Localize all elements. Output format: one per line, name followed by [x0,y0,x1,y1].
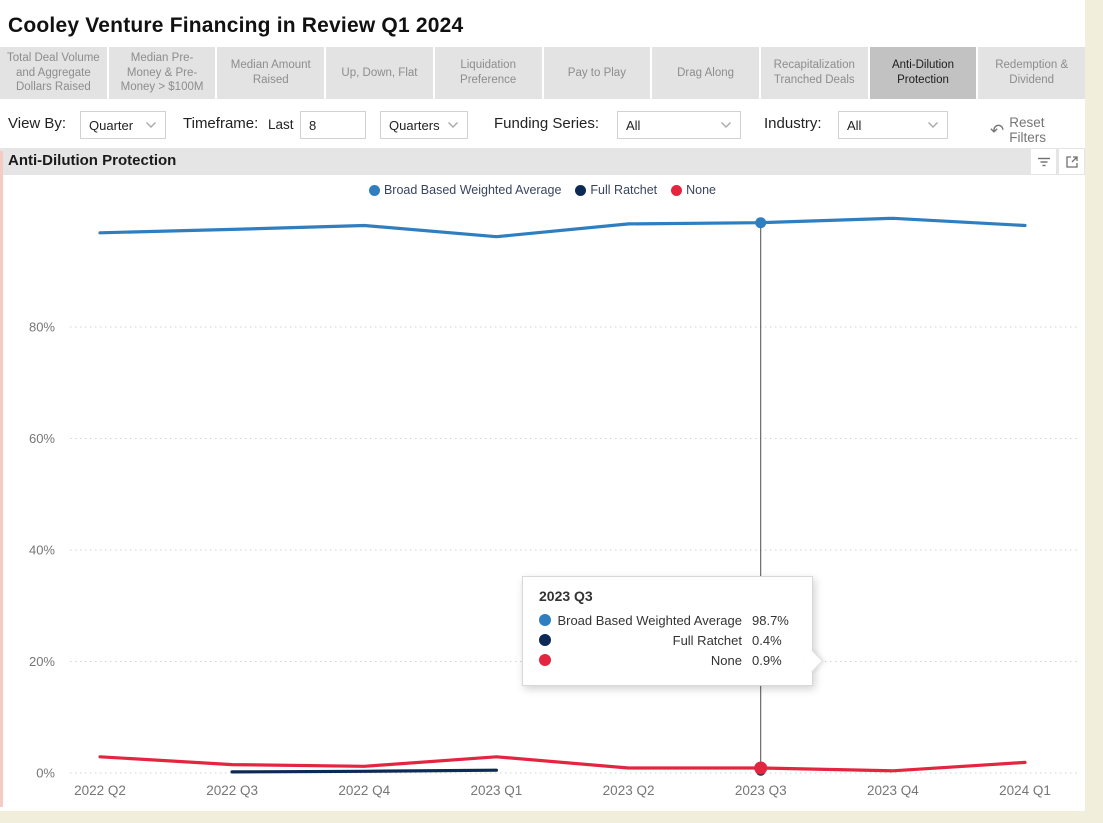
chart-legend: Broad Based Weighted Average Full Ratchet… [0,183,1085,197]
legend-dot-icon [575,184,587,196]
expand-icon-button[interactable] [1059,149,1084,174]
tab-median-amount-raised[interactable]: Median Amount Raised [217,47,325,99]
legend-label: Full Ratchet [590,183,658,197]
tooltip-series-value: 98.7% [752,612,789,628]
industry-label: Industry: [764,115,822,132]
chevron-down-icon [447,121,459,129]
tab-recapitalization-tranched-deals[interactable]: Recapitalization Tranched Deals [760,47,868,99]
tooltip-series-dot-icon [539,654,551,666]
tooltip-series-label: None [710,652,742,668]
canvas-edge-right [1085,0,1103,823]
x-axis-tick-label: 2023 Q3 [735,783,787,798]
reset-filters-button[interactable]: ↶ Reset Filters [990,115,1085,145]
tooltip-row: Full Ratchet 0.4% [539,630,796,650]
tab-total-deal-volume-and-aggregate-dollars-raised[interactable]: Total Deal Volume and Aggregate Dollars … [0,47,107,99]
undo-arrow-icon: ↶ [990,120,1005,140]
legend-item[interactable]: Broad Based Weighted Average [368,183,562,197]
chevron-down-icon [720,121,732,129]
x-axis-tick-label: 2023 Q1 [471,783,523,798]
legend-label: Broad Based Weighted Average [383,183,562,197]
chevron-down-icon [145,121,157,129]
tooltip-series-dot-icon [539,634,551,646]
series-line-full-ratchet [232,770,761,772]
funding-series-select[interactable]: All [617,111,741,139]
series-line-none [98,755,1027,773]
y-axis-tick-label: 40% [29,543,55,558]
tab-redemption-dividend[interactable]: Redemption & Dividend [978,47,1086,99]
last-label: Last [268,117,294,132]
view-by-select[interactable]: Quarter [80,111,166,139]
highlight-marker [755,217,767,229]
tooltip-series-value: 0.9% [752,652,782,668]
reset-filters-label: Reset Filters [1009,115,1046,145]
timeframe-label: Timeframe: [183,115,259,132]
funding-series-label: Funding Series: [494,115,600,132]
tab-median-pre-money-pre-money-100m[interactable]: Median Pre-Money & Pre-Money > $100M [108,47,216,99]
line-chart[interactable]: 0% 20% 40% 60% 80% 2022 Q2 2022 Q3 2022 Q4 2023 … [0,0,1085,811]
tooltip-series-dot-icon [539,614,551,626]
x-axis-tick-label: 2022 Q3 [206,783,258,798]
legend-item[interactable]: Full Ratchet [575,183,657,197]
timeframe-unit-value: Quarters [389,117,440,133]
page-title: Cooley Venture Financing in Review Q1 20… [8,14,464,37]
y-axis-tick-label: 80% [29,320,55,335]
x-axis-tick-label: 2023 Q4 [867,783,919,798]
tooltip-series-value: 0.4% [752,632,782,648]
filter-icon-button[interactable] [1031,149,1056,174]
tooltip-row: None 0.9% [539,650,796,670]
x-axis-tick-label: 2022 Q2 [74,783,126,798]
timeframe-count-input[interactable] [300,111,366,139]
x-axis-tick-label: 2022 Q4 [338,783,390,798]
tooltip-title: 2023 Q3 [539,588,593,604]
industry-select[interactable]: All [838,111,948,139]
section-header: Anti-Dilution Protection [0,148,1085,175]
tab-pay-to-play[interactable]: Pay to Play [543,47,651,99]
y-axis-tick-label: 0% [36,766,55,781]
timeframe-unit-select[interactable]: Quarters [380,111,468,139]
highlight-marker [754,761,768,775]
canvas-edge-bottom [0,811,1085,823]
tab-anti-dilution-protection[interactable]: Anti-Dilution Protection [869,47,977,99]
tab-bar: Total Deal Volume and Aggregate Dollars … [0,47,1086,99]
tooltip-series-label: Broad Based Weighted Average [557,612,742,628]
legend-item[interactable]: None [671,183,716,197]
view-by-value: Quarter [89,117,134,133]
section-title: Anti-Dilution Protection [8,152,177,169]
tooltip-series-label: Full Ratchet [672,632,742,648]
y-axis-tick-label: 20% [29,654,55,669]
funding-series-value: All [626,117,641,133]
filter-icon [1037,157,1050,166]
view-by-label: View By: [8,115,67,132]
legend-dot-icon [671,184,683,196]
legend-label: None [686,183,717,197]
tab-up-down-flat[interactable]: Up, Down, Flat [326,47,433,99]
series-line-broad-based-weighted-average [98,216,1027,239]
x-axis-tick-label: 2023 Q2 [603,783,655,798]
tab-liquidation-preference[interactable]: Liquidation Preference [434,47,542,99]
x-axis-tick-label: 2024 Q1 [999,783,1051,798]
filter-row: View By: Quarter Timeframe: Last Quarter… [0,110,1085,145]
chart-tooltip: 2023 Q3 Broad Based Weighted Average 98.7… [522,576,824,686]
industry-value: All [847,117,862,133]
chevron-down-icon [927,121,939,129]
expand-icon [1065,155,1078,168]
sheet-accent-border [0,151,3,807]
tab-drag-along[interactable]: Drag Along [652,47,759,99]
tooltip-row: Broad Based Weighted Average 98.7% [539,610,796,630]
y-axis-tick-label: 60% [29,431,55,446]
legend-dot-icon [368,184,380,196]
